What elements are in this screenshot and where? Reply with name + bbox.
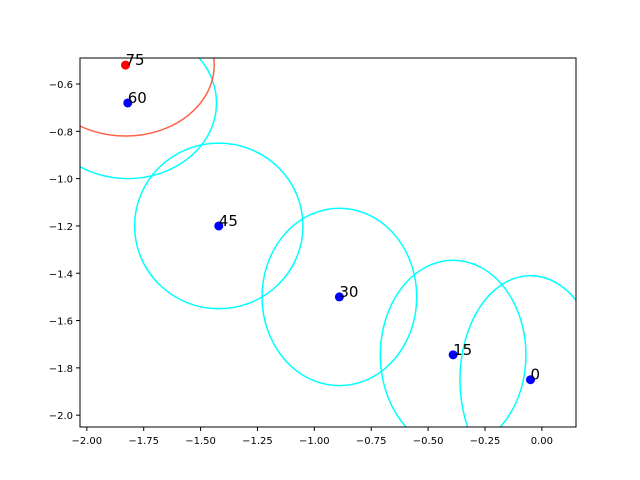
- y-tick-label: −1.0: [49, 175, 73, 186]
- range-circle-45: [133, 142, 304, 310]
- y-tick-label: −1.4: [49, 269, 73, 280]
- point-label-60: 60: [128, 89, 147, 107]
- plot-frame: [79, 57, 577, 428]
- x-tick-label: −2.00: [71, 436, 102, 447]
- points-layer: [121, 60, 535, 385]
- y-tick-label: −1.6: [49, 317, 73, 328]
- x-tick-label: −1.75: [128, 436, 159, 447]
- y-tick-label: −1.8: [49, 364, 73, 375]
- x-tick-label: −1.00: [299, 436, 330, 447]
- x-tick-label: −1.25: [242, 436, 273, 447]
- y-tick-label: −0.6: [49, 80, 73, 91]
- data-point-60: [123, 98, 133, 108]
- y-tick-label: −2.0: [49, 411, 73, 422]
- x-tick-label: −0.50: [413, 436, 444, 447]
- circles-layer: [80, 58, 576, 427]
- data-point-75: [121, 60, 131, 70]
- point-label-15: 15: [453, 341, 472, 359]
- data-point-0: [525, 375, 535, 385]
- range-circle-0: [459, 274, 576, 427]
- point-label-0: 0: [530, 366, 540, 384]
- y-tick-label: −1.2: [49, 222, 73, 233]
- x-axis: −2.00 −1.75 −1.50 −1.25 −1.00 −0.75 −0.50 −0.25…: [71, 427, 553, 447]
- x-tick-label: −1.50: [185, 436, 216, 447]
- y-tick-label: −0.8: [49, 127, 73, 138]
- x-tick-label: −0.75: [356, 436, 387, 447]
- data-point-30: [334, 292, 344, 302]
- y-axis: −0.6 −0.8 −1.0 −1.2 −1.4 −1.6 −1.8 −2.0: [49, 80, 80, 422]
- point-label-30: 30: [339, 283, 358, 301]
- x-tick-label: −0.25: [470, 436, 501, 447]
- labels-layer: 0 15 30 45 60 75: [126, 51, 541, 384]
- data-point-45: [214, 221, 224, 231]
- point-label-45: 45: [219, 212, 238, 230]
- range-circle-15: [379, 259, 527, 427]
- range-circle-60: [80, 58, 218, 180]
- range-circle-75: [80, 58, 215, 137]
- x-tick-label: 0.00: [531, 436, 553, 447]
- point-label-75: 75: [126, 51, 145, 69]
- data-point-15: [448, 350, 458, 360]
